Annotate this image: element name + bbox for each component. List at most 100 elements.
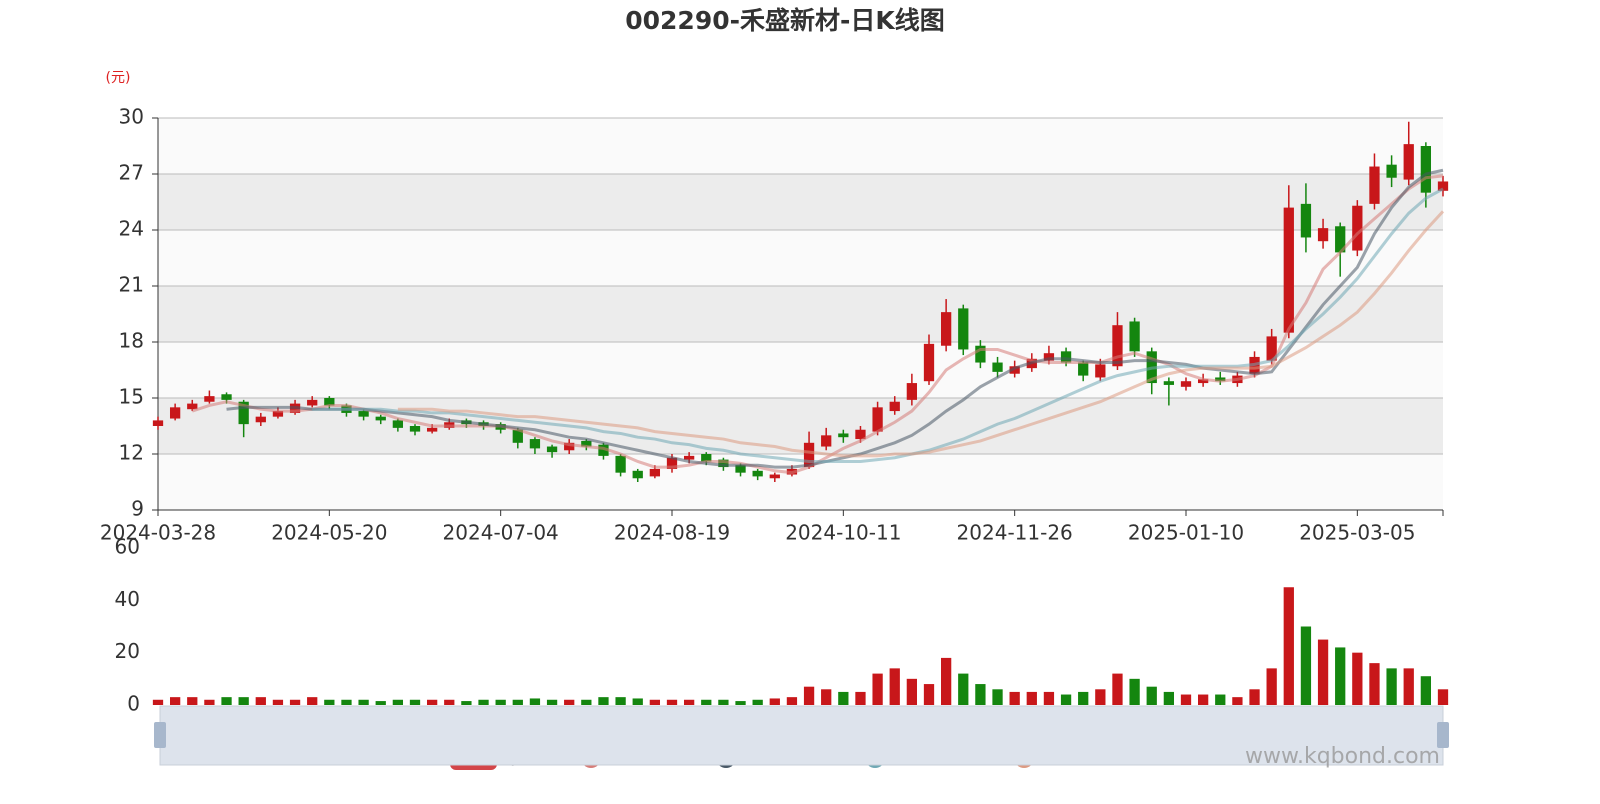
x-tick-label: 2024-10-11: [785, 521, 901, 545]
x-tick-label: 2024-11-26: [957, 521, 1073, 545]
x-tick-label: 2025-03-05: [1299, 521, 1415, 545]
volume-bar: [392, 699, 404, 705]
zoom-slider[interactable]: [159, 705, 1444, 766]
volume-bar: [152, 699, 164, 705]
volume-bar: [204, 699, 215, 705]
x-tick-label: 2024-03-28: [100, 521, 216, 545]
ma-line: [226, 168, 1444, 469]
volume-tick-label: 60: [115, 535, 140, 559]
candle-body: [409, 426, 421, 432]
candle-body: [803, 442, 815, 468]
candle-body: [923, 343, 935, 382]
volume-bar: [461, 701, 472, 705]
volume-bar: [581, 699, 592, 705]
volume-bar: [992, 689, 1003, 705]
volume-bar: [564, 699, 575, 705]
volume-bar: [1026, 691, 1037, 705]
volume-bar: [1112, 673, 1123, 705]
volume-bar: [1043, 691, 1055, 705]
volume-bar: [615, 697, 626, 705]
candle-body: [632, 470, 643, 479]
volume-bar: [1232, 697, 1243, 705]
volume-bar: [1437, 689, 1449, 705]
volume-bar: [1095, 689, 1106, 705]
split-area: [158, 230, 1443, 286]
volume-bar: [940, 657, 952, 705]
candle-body: [598, 444, 609, 456]
candle-body: [358, 411, 369, 417]
volume-bar: [821, 689, 832, 705]
volume-bar: [272, 699, 284, 705]
split-area: [158, 454, 1443, 510]
volume-bar: [1317, 639, 1329, 705]
y-tick-label: 18: [119, 329, 144, 353]
y-unit: (元): [106, 70, 131, 86]
volume-bar: [495, 699, 506, 705]
candle-body: [1369, 166, 1380, 204]
x-tick-label: 2024-08-19: [614, 521, 730, 545]
candle-body: [1386, 164, 1397, 178]
split-area: [158, 286, 1443, 342]
candle-body: [701, 454, 712, 462]
volume-bar: [923, 684, 935, 705]
volume-bar: [307, 697, 318, 705]
candle-body: [238, 401, 249, 425]
zoom-handle[interactable]: [154, 722, 166, 748]
volume-bar: [1266, 668, 1277, 705]
candle-body: [221, 394, 232, 400]
candle-body: [992, 362, 1003, 372]
volume-tick-label: 20: [115, 639, 140, 663]
volume-bar: [478, 699, 489, 705]
candle-body: [255, 416, 266, 423]
volume-bar: [769, 698, 780, 705]
x-tick-label: 2024-07-04: [443, 521, 559, 545]
y-tick-label: 24: [119, 217, 144, 241]
candle-body: [1180, 381, 1192, 387]
candle-body: [529, 439, 541, 449]
candle-body: [324, 398, 335, 406]
volume-bar: [958, 673, 969, 705]
volume-bar: [1386, 668, 1397, 705]
volume-bar: [512, 699, 523, 705]
volume-bar: [546, 699, 558, 705]
volume-bar: [426, 699, 438, 705]
candle-body: [615, 455, 626, 473]
candle-body: [1095, 364, 1106, 378]
candle-body: [426, 427, 438, 432]
y-tick-label: 9: [131, 497, 144, 521]
volume-bar: [649, 699, 661, 705]
volume-bar: [169, 697, 181, 705]
volume-bar: [752, 699, 763, 705]
volume-bar: [666, 699, 678, 705]
candle-body: [564, 442, 575, 451]
candle-body: [152, 420, 164, 426]
volume-bar: [221, 697, 232, 705]
candle-body: [187, 403, 198, 410]
zoom-handle[interactable]: [1437, 722, 1449, 748]
candle-body: [307, 399, 318, 406]
candle-body: [735, 465, 746, 473]
candle-body: [1215, 377, 1226, 382]
ma-line: [312, 187, 1444, 463]
volume-bar: [786, 697, 798, 705]
volume-bar: [1163, 691, 1175, 705]
candle-body: [375, 416, 386, 421]
volume-bar: [1369, 663, 1380, 705]
volume-bar: [1129, 678, 1140, 705]
y-tick-label: 30: [119, 105, 144, 129]
candle-body: [1283, 207, 1294, 333]
volume-bar: [409, 699, 421, 705]
candle-body: [581, 440, 592, 447]
volume-bar: [255, 697, 266, 705]
watermark: www.kqbond.com: [1245, 744, 1440, 769]
volume-tick-label: 40: [115, 587, 140, 611]
volume-bar: [324, 699, 335, 705]
candle-body: [1352, 205, 1363, 251]
volume-bar: [375, 701, 386, 705]
volume-bar: [238, 697, 249, 705]
y-tick-label: 12: [119, 441, 144, 465]
volume-bar: [341, 699, 352, 705]
volume-bar: [1146, 686, 1157, 705]
y-tick-label: 15: [119, 385, 144, 409]
